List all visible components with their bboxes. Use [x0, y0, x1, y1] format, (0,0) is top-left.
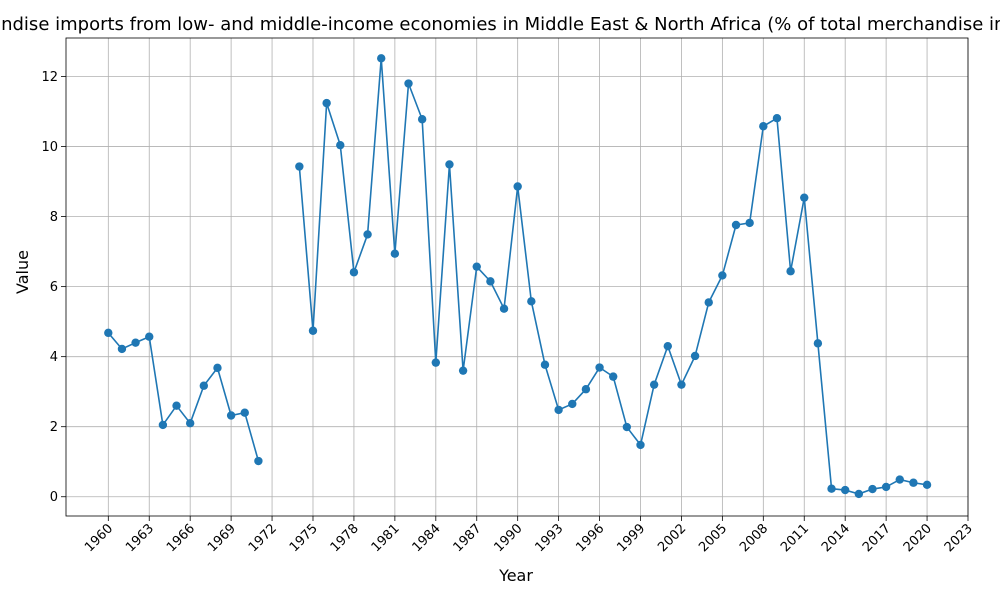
data-point [622, 422, 632, 432]
data-point [404, 79, 413, 88]
data-point [581, 385, 591, 394]
series-layer [104, 54, 932, 499]
y-tick-label: 6 [50, 280, 58, 295]
data-point [772, 113, 782, 123]
data-point [909, 478, 918, 487]
y-axis-label: Value [13, 250, 32, 294]
data-point [431, 358, 441, 367]
data-point [554, 405, 563, 415]
chart-title: Merchandise imports from low- and middle… [0, 14, 1000, 35]
x-axis-label: Year [498, 566, 533, 585]
data-point [731, 220, 741, 230]
y-tick-label: 2 [50, 420, 58, 435]
y-tick-label: 4 [50, 350, 58, 365]
data-point [199, 381, 209, 390]
data-point [800, 193, 809, 202]
data-point [636, 440, 645, 450]
data-point [922, 480, 932, 490]
data-point [827, 484, 836, 493]
data-point [759, 122, 768, 131]
data-point [513, 182, 522, 191]
data-point [363, 230, 372, 239]
data-point [158, 420, 168, 430]
plot-frame [65, 37, 969, 517]
data-point [786, 267, 795, 276]
data-point [131, 338, 140, 347]
data-point [609, 372, 618, 381]
y-tick-label: 8 [50, 210, 58, 225]
data-point [336, 140, 345, 150]
y-axis: 0 2 4 6 8 10 12 [41, 70, 66, 505]
data-point [663, 341, 672, 351]
data-point [568, 399, 577, 409]
data-point [718, 271, 727, 280]
data-point [226, 411, 236, 420]
data-point [458, 366, 468, 375]
data-point [868, 484, 877, 494]
data-point [595, 363, 604, 372]
y-tick-label: 0 [50, 490, 58, 505]
data-point [813, 339, 823, 348]
data-point [308, 326, 318, 335]
data-point [254, 456, 263, 466]
data-point [240, 408, 249, 417]
data-point [895, 475, 904, 484]
y-tick-label: 10 [41, 140, 58, 155]
y-tick-label: 12 [41, 70, 58, 85]
data-point [690, 351, 700, 361]
data-point [840, 485, 850, 495]
data-point [486, 277, 495, 286]
data-point [390, 249, 400, 258]
data-point [677, 380, 686, 389]
data-point [540, 360, 550, 369]
data-point [472, 262, 481, 271]
data-point [527, 297, 536, 306]
data-point [377, 54, 386, 63]
data-point [172, 401, 181, 410]
data-point [881, 482, 891, 492]
data-point [854, 489, 864, 499]
data-point [104, 328, 113, 338]
data-point [499, 304, 509, 313]
data-point [185, 419, 195, 428]
data-point [295, 162, 304, 171]
data-point [213, 363, 222, 373]
data-point [704, 298, 713, 307]
data-point [322, 98, 331, 108]
data-point [145, 332, 154, 341]
data-point [117, 344, 127, 354]
data-point [649, 380, 659, 389]
data-point [445, 160, 454, 169]
data-point [417, 115, 427, 124]
data-point [745, 218, 754, 228]
data-point [349, 268, 359, 277]
